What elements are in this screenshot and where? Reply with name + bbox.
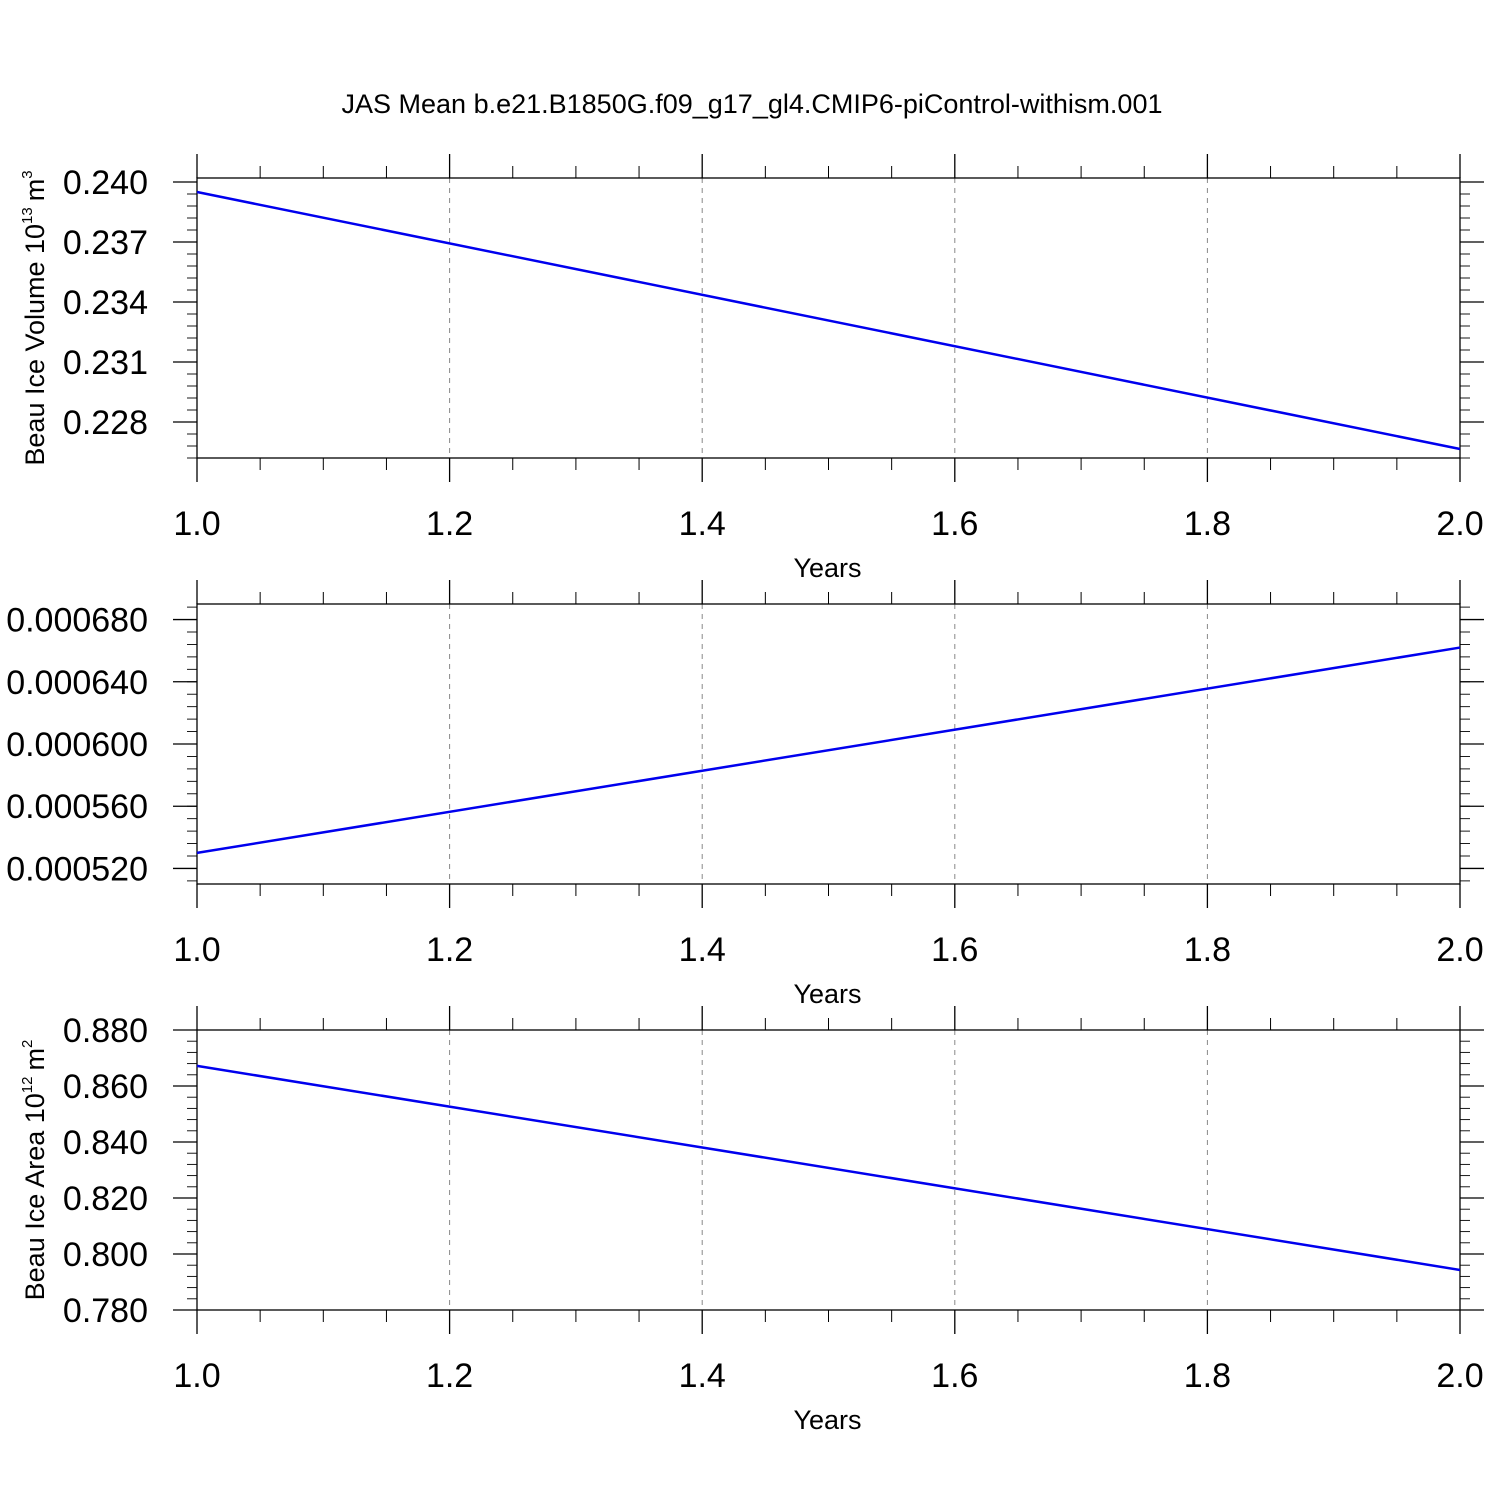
y-tick-label: 0.000640: [6, 664, 148, 702]
y-axis-title-main: Beau Ice Volume 10: [20, 224, 50, 466]
x-tick-label: 1.8: [1184, 505, 1231, 543]
x-tick-label: 1.6: [931, 931, 978, 969]
panel-3: 1.0 1.2 1.4 1.6 1.8 2.0 0.880 0.860 0.840 0.820 0.…: [19, 1006, 1484, 1435]
plot-frame: [196, 603, 1461, 885]
y-tick-label: 0.231: [63, 344, 148, 382]
x-axis-title: Years: [793, 553, 861, 583]
x-tick-label: 2.0: [1436, 1357, 1483, 1395]
chart-title: JAS Mean b.e21.B1850G.f09_g17_gl4.CMIP6-…: [342, 89, 1163, 119]
x-tick-label: 1.6: [931, 1357, 978, 1395]
plot-frame: [196, 1029, 1461, 1311]
panel-1: 1.0 1.2 1.4 1.6 1.8 2.0 0.240 0.237 0.234 0.231 0.…: [19, 154, 1484, 583]
x-axis-title: Years: [793, 979, 861, 1009]
y-axis-title-main: Beau Ice Area 10: [20, 1093, 50, 1300]
y-axis-title: Beau Ice Area 1012 m2: [19, 1040, 50, 1301]
y-tick-label: 0.237: [63, 224, 148, 262]
x-tick-label: 1.2: [426, 1357, 473, 1395]
x-tick-label: 1.8: [1184, 931, 1231, 969]
x-tick-label: 2.0: [1436, 505, 1483, 543]
panel-2: 1.0 1.2 1.4 1.6 1.8 2.0 0.000680 0.000640 0.0006…: [6, 580, 1484, 1009]
series-line: [196, 190, 1461, 451]
y-axis-title-exponent: 13: [19, 207, 36, 224]
y-tick-label: 0.000560: [6, 788, 148, 826]
x-tick-label: 1.4: [679, 505, 726, 543]
x-tick-label: 1.0: [173, 1357, 220, 1395]
x-tick-label: 2.0: [1436, 931, 1483, 969]
y-tick-label: 0.860: [63, 1068, 148, 1106]
x-tick-label: 1.4: [679, 931, 726, 969]
y-axis-title-unit-exponent: 2: [19, 1040, 36, 1048]
y-tick-label: 0.000600: [6, 726, 148, 764]
y-tick-label: 0.880: [63, 1012, 148, 1050]
y-axis-title-unit: m: [20, 179, 50, 202]
y-tick-label: 0.780: [63, 1292, 148, 1330]
x-tick-label: 1.0: [173, 931, 220, 969]
series-line: [196, 646, 1461, 855]
series-line: [196, 1064, 1461, 1272]
y-tick-label: 0.000520: [6, 850, 148, 888]
y-tick-label: 0.228: [63, 404, 148, 442]
y-axis-title-unit-exponent: 3: [19, 170, 36, 178]
y-tick-label: 0.800: [63, 1236, 148, 1274]
x-tick-label: 1.8: [1184, 1357, 1231, 1395]
panels: 1.0 1.2 1.4 1.6 1.8 2.0 0.240 0.237 0.234 0.231 0.…: [6, 154, 1484, 1435]
x-tick-label: 1.2: [426, 931, 473, 969]
y-axis-title-exponent: 12: [19, 1077, 36, 1094]
y-axis-title-unit: m: [20, 1048, 50, 1071]
x-tick-label: 1.0: [173, 505, 220, 543]
y-tick-label: 0.820: [63, 1180, 148, 1218]
y-axis-title: Beau Ice Volume 1013 m3: [19, 170, 50, 465]
plot-frame: [196, 177, 1461, 459]
x-tick-label: 1.6: [931, 505, 978, 543]
y-tick-label: 0.840: [63, 1124, 148, 1162]
x-axis-title: Years: [793, 1405, 861, 1435]
x-tick-label: 1.4: [679, 1357, 726, 1395]
y-tick-label: 0.240: [63, 164, 148, 202]
y-tick-label: 0.000680: [6, 602, 148, 640]
y-tick-label: 0.234: [63, 284, 148, 322]
x-tick-label: 1.2: [426, 505, 473, 543]
